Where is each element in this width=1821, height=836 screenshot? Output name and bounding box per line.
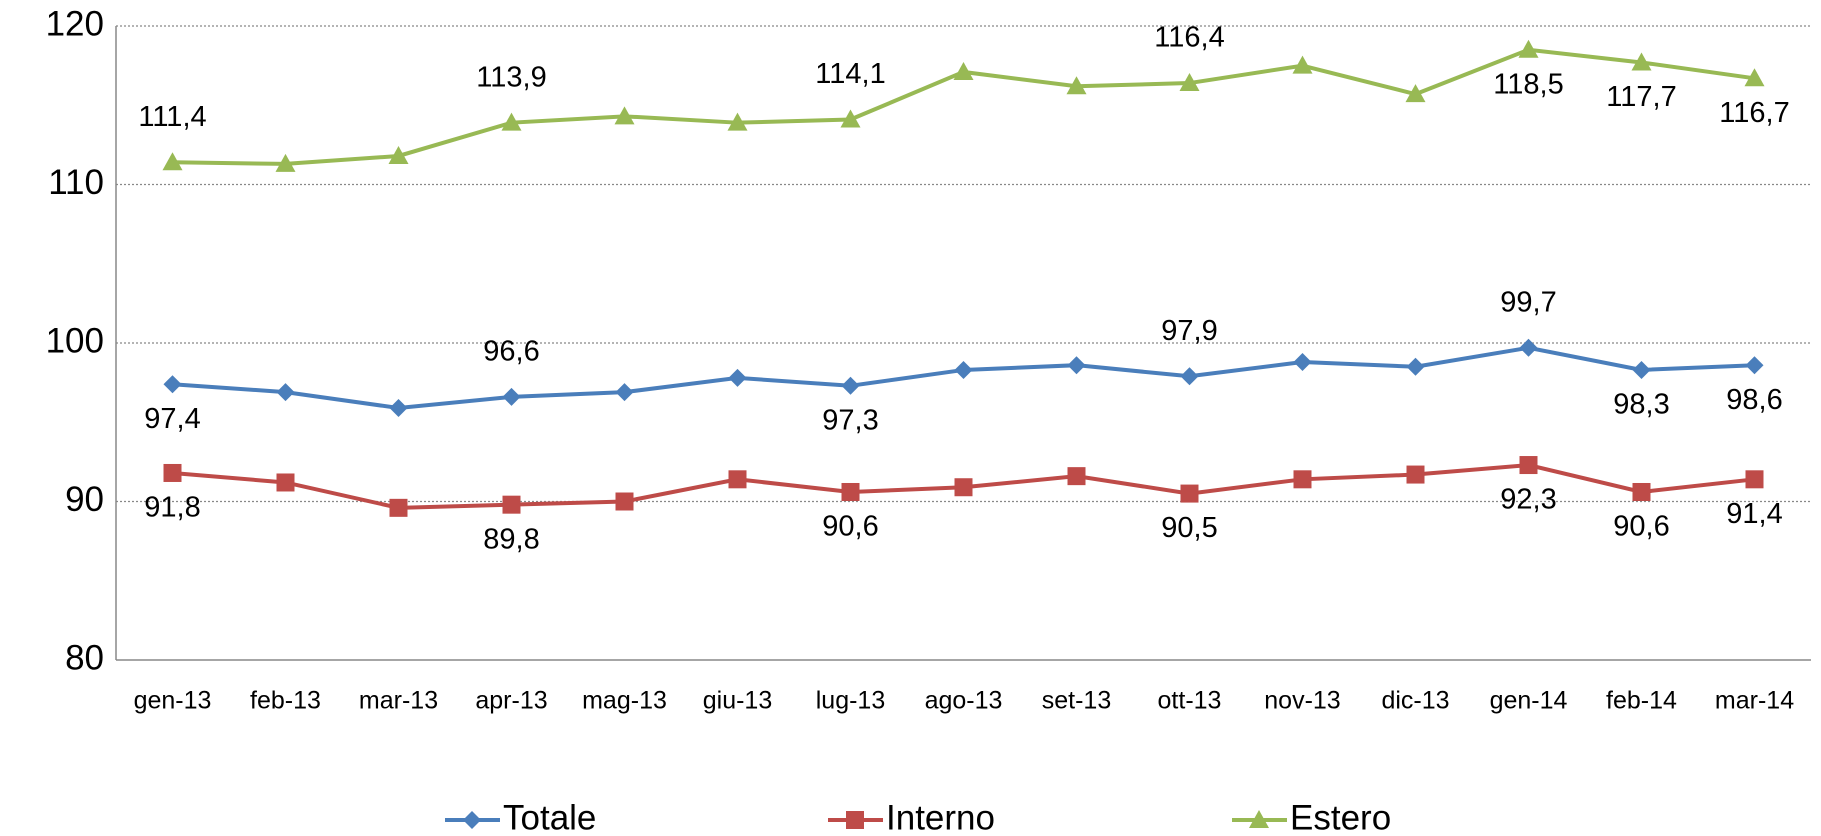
legend-marker — [463, 811, 481, 829]
data-point — [954, 478, 973, 497]
data-point — [1518, 39, 1539, 58]
data-label: 98,3 — [1613, 389, 1669, 421]
x-tick-label: giu-13 — [703, 687, 773, 715]
y-tick-label: 90 — [65, 480, 104, 519]
data-label: 116,4 — [1154, 22, 1224, 54]
data-point — [727, 112, 748, 131]
x-tick-label: ago-13 — [925, 687, 1003, 715]
data-point — [954, 360, 973, 379]
x-tick-label: feb-14 — [1606, 687, 1677, 715]
x-tick-label: gen-14 — [1490, 687, 1568, 715]
legend-marker — [1249, 810, 1269, 828]
x-tick-label: mag-13 — [582, 687, 667, 715]
data-label: 118,5 — [1493, 68, 1563, 100]
data-point — [388, 145, 409, 164]
x-tick-label: apr-13 — [475, 687, 547, 715]
data-point — [1631, 52, 1652, 71]
data-point — [276, 383, 295, 402]
data-label: 89,8 — [483, 523, 539, 555]
data-point — [1179, 73, 1200, 92]
y-tick-label: 80 — [65, 638, 104, 677]
data-label: 116,7 — [1719, 97, 1789, 129]
data-point — [1292, 55, 1313, 74]
data-point — [1406, 357, 1425, 376]
data-label: 99,7 — [1500, 286, 1556, 318]
legend-label: Estero — [1290, 798, 1391, 836]
legend-marker — [846, 811, 864, 829]
data-point — [1406, 465, 1425, 484]
data-point — [389, 498, 408, 517]
data-label: 97,4 — [144, 403, 200, 435]
data-point — [1180, 484, 1199, 503]
data-point — [162, 152, 183, 171]
x-tick-label: set-13 — [1042, 687, 1111, 715]
x-tick-label: dic-13 — [1381, 687, 1449, 715]
data-label: 90,6 — [822, 511, 878, 543]
data-point — [728, 470, 747, 489]
data-point — [841, 376, 860, 395]
y-tick-label: 110 — [48, 163, 104, 202]
data-point — [615, 492, 634, 511]
data-point — [389, 398, 408, 417]
data-point — [728, 368, 747, 387]
data-point — [841, 482, 860, 501]
x-tick-label: mar-13 — [359, 687, 438, 715]
data-point — [276, 473, 295, 492]
y-tick-label: 100 — [46, 321, 104, 360]
data-label: 96,6 — [483, 336, 539, 368]
data-point — [1745, 356, 1764, 375]
data-point — [275, 153, 296, 172]
x-tick-label: feb-13 — [250, 687, 321, 715]
data-label: 91,8 — [144, 492, 200, 524]
data-point — [1744, 68, 1765, 87]
x-tick-label: gen-13 — [134, 687, 212, 715]
legend-label: Interno — [886, 798, 995, 836]
data-label: 114,1 — [815, 58, 885, 90]
data-point — [502, 495, 521, 514]
data-point — [953, 61, 974, 80]
data-label: 97,3 — [822, 404, 878, 436]
data-label: 91,4 — [1726, 498, 1782, 530]
data-label: 97,9 — [1161, 315, 1217, 347]
data-label: 90,6 — [1613, 511, 1669, 543]
data-point — [840, 109, 861, 128]
data-point — [1405, 84, 1426, 103]
x-tick-label: ott-13 — [1158, 687, 1222, 715]
data-label: 113,9 — [476, 61, 546, 93]
data-label: 98,6 — [1726, 384, 1782, 416]
legend-label: Totale — [503, 798, 596, 836]
data-label: 117,7 — [1606, 81, 1676, 113]
x-tick-label: nov-13 — [1264, 687, 1340, 715]
data-point — [614, 106, 635, 125]
data-point — [1519, 338, 1538, 357]
data-point — [1632, 360, 1651, 379]
data-point — [163, 463, 182, 482]
data-label: 111,4 — [138, 101, 206, 133]
y-tick-label: 120 — [46, 4, 104, 43]
data-point — [502, 387, 521, 406]
data-point — [1745, 470, 1764, 489]
data-point — [501, 112, 522, 131]
data-point — [1293, 353, 1312, 372]
data-point — [1632, 482, 1651, 501]
data-point — [1519, 456, 1538, 475]
data-point — [1293, 470, 1312, 489]
x-tick-label: lug-13 — [816, 687, 886, 715]
data-point — [163, 375, 182, 394]
data-point — [615, 383, 634, 402]
data-point — [1067, 467, 1086, 486]
x-tick-label: mar-14 — [1715, 687, 1794, 715]
data-label: 90,5 — [1161, 512, 1217, 544]
data-point — [1180, 367, 1199, 386]
data-point — [1067, 356, 1086, 375]
data-point — [1066, 76, 1087, 95]
data-label: 92,3 — [1500, 484, 1556, 516]
